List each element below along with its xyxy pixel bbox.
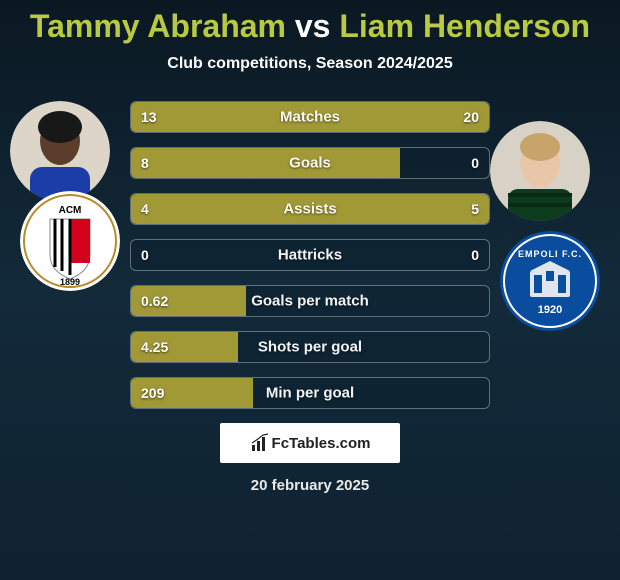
player1-name: Tammy Abraham — [30, 8, 286, 44]
value-right: 5 — [471, 201, 479, 217]
svg-text:ACM: ACM — [59, 205, 82, 216]
stat-row: 8 0 Goals — [130, 147, 490, 179]
value-left: 4 — [141, 201, 149, 217]
value-left: 8 — [141, 155, 149, 171]
stat-label: Hattricks — [278, 247, 342, 264]
value-right: 0 — [471, 155, 479, 171]
stat-label: Goals — [289, 155, 331, 172]
value-left: 209 — [141, 385, 164, 401]
player1-club-logo: ACM 1899 — [20, 191, 120, 291]
stat-row: 0.62 Goals per match — [130, 285, 490, 317]
bar-left — [131, 194, 289, 224]
svg-text:1899: 1899 — [60, 277, 80, 287]
value-right: 0 — [471, 247, 479, 263]
player2-name: Liam Henderson — [339, 8, 590, 44]
date-text: 20 february 2025 — [0, 477, 620, 494]
stat-row: 0 0 Hattricks — [130, 239, 490, 271]
stats-container: 13 20 Matches 8 0 Goals 4 5 Assists 0 0 Hattricks 0.… — [130, 101, 490, 409]
stat-label: Matches — [280, 109, 340, 126]
player1-photo — [10, 101, 110, 201]
value-left: 0.62 — [141, 293, 168, 309]
value-left: 0 — [141, 247, 149, 263]
stat-row: 13 20 Matches — [130, 101, 490, 133]
svg-text:1920: 1920 — [538, 304, 562, 316]
subtitle: Club competitions, Season 2024/2025 — [0, 55, 620, 73]
comparison-area: ACM 1899 EMPOLI F.C. — [0, 101, 620, 409]
chart-icon — [250, 433, 270, 453]
bar-left — [131, 148, 400, 178]
value-left: 13 — [141, 109, 157, 125]
player2-photo — [490, 121, 590, 221]
stat-row: 4 5 Assists — [130, 193, 490, 225]
branding-box: FcTables.com — [220, 423, 400, 463]
stat-label: Goals per match — [251, 293, 369, 310]
stat-label: Assists — [283, 201, 336, 218]
player2-club-logo: EMPOLI F.C. 1920 — [500, 231, 600, 331]
value-left: 4.25 — [141, 339, 168, 355]
vs-text: vs — [286, 8, 339, 44]
page-title: Tammy Abraham vs Liam Henderson — [0, 0, 620, 45]
stat-row: 4.25 Shots per goal — [130, 331, 490, 363]
stat-row: 209 Min per goal — [130, 377, 490, 409]
branding-text: FcTables.com — [272, 435, 371, 452]
stat-label: Min per goal — [266, 385, 354, 402]
value-right: 20 — [463, 109, 479, 125]
svg-text:EMPOLI F.C.: EMPOLI F.C. — [518, 249, 582, 259]
stat-label: Shots per goal — [258, 339, 362, 356]
